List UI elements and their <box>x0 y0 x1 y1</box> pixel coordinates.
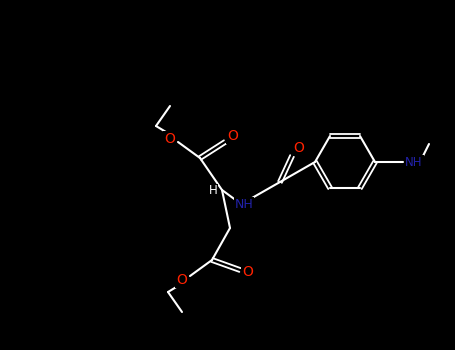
Text: O: O <box>293 141 304 155</box>
Text: H: H <box>209 184 217 197</box>
Text: O: O <box>165 132 176 146</box>
Text: NH: NH <box>405 155 423 168</box>
Text: O: O <box>243 265 253 279</box>
Text: O: O <box>177 273 187 287</box>
Text: O: O <box>228 129 238 143</box>
Text: NH: NH <box>235 197 253 210</box>
